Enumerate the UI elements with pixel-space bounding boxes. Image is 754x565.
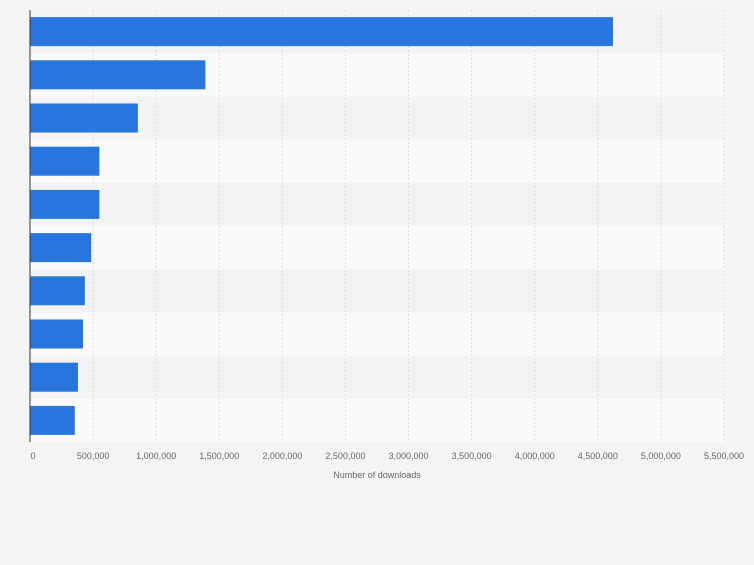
bar-9 xyxy=(30,362,78,392)
bar-6 xyxy=(30,233,92,263)
bar-8 xyxy=(30,319,83,349)
row-band-4 xyxy=(30,139,724,183)
row-band-3 xyxy=(30,96,724,140)
bar-1 xyxy=(30,17,613,47)
bars xyxy=(30,17,613,435)
x-tick-label-5: 2,500,000 xyxy=(325,451,365,461)
bar-2 xyxy=(30,60,206,90)
x-tick-label-6: 3,000,000 xyxy=(389,451,429,461)
x-tick-label-11: 5,500,000 xyxy=(704,451,744,461)
x-tick-labels: 0 500,000 1,000,000 1,500,000 2,000,000 2,500… xyxy=(30,451,744,461)
bar-7 xyxy=(30,276,85,306)
x-tick-label-3: 1,500,000 xyxy=(199,451,239,461)
x-tick-label-0: 0 xyxy=(30,451,35,461)
row-band-5 xyxy=(30,182,724,226)
bar-5 xyxy=(30,189,100,219)
row-band-6 xyxy=(30,226,724,270)
row-band-7 xyxy=(30,269,724,313)
row-band-8 xyxy=(30,312,724,356)
row-band-10 xyxy=(30,398,724,442)
x-tick-label-8: 4,000,000 xyxy=(515,451,555,461)
x-tick-label-4: 2,000,000 xyxy=(262,451,302,461)
x-tick-label-7: 3,500,000 xyxy=(452,451,492,461)
row-band-9 xyxy=(30,355,724,399)
bar-3 xyxy=(30,103,138,133)
x-tick-label-1: 500,000 xyxy=(77,451,110,461)
bar-4 xyxy=(30,146,100,176)
x-tick-label-10: 5,000,000 xyxy=(641,451,681,461)
bar-10 xyxy=(30,405,75,435)
row-bands xyxy=(30,10,724,442)
x-tick-label-2: 1,000,000 xyxy=(136,451,176,461)
x-axis-label: Number of downloads xyxy=(333,470,421,480)
x-tick-label-9: 4,500,000 xyxy=(578,451,618,461)
